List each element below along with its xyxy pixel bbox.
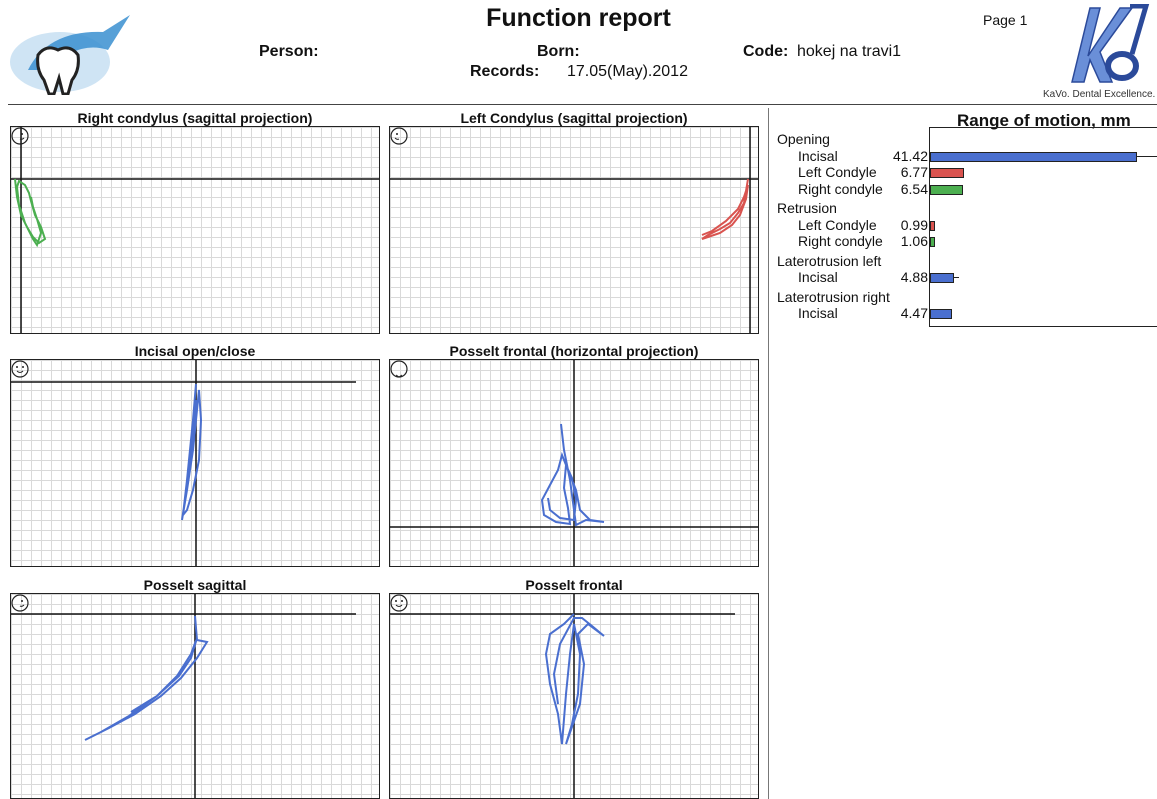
code-label: Code: xyxy=(743,43,789,60)
trace-posselt-sagittal xyxy=(84,615,209,741)
plot-posselt-frontal xyxy=(389,593,759,799)
rom-bar xyxy=(930,237,936,247)
rom-group-label: Laterotrusion left xyxy=(777,252,882,269)
rom-top-axis xyxy=(930,127,1157,128)
rom-item-label: Left Condyle xyxy=(798,216,877,233)
rom-left-axis xyxy=(929,127,930,327)
rom-item-label: Incisal xyxy=(798,305,838,321)
rom-item-value: 4.88 xyxy=(900,269,928,285)
born-label: Born: xyxy=(537,43,580,60)
frontal-face-icon xyxy=(390,594,408,612)
rom-item-label: Right condyle xyxy=(798,180,883,197)
rom-item-value: 6.77 xyxy=(900,164,928,180)
frontal-face-icon xyxy=(11,360,29,378)
column-divider xyxy=(768,108,769,799)
plot-right-condylus xyxy=(10,126,380,334)
tooth-logo xyxy=(8,10,133,96)
rom-group-label: Retrusion xyxy=(777,200,837,216)
rom-item-label: Left Condyle xyxy=(798,164,877,180)
code-value: hokej na travi1 xyxy=(797,43,902,60)
trace-right-condylus xyxy=(14,178,47,248)
rom-item-label: Incisal xyxy=(798,147,838,164)
plot-incisal-open-close xyxy=(10,359,380,567)
rom-error-bar xyxy=(1137,155,1157,157)
tooth-logo-icon xyxy=(10,15,130,96)
rom-bar xyxy=(930,184,963,195)
rom-bar xyxy=(930,273,955,283)
plot-posselt-horizontal-svg xyxy=(390,360,758,566)
kavo-logo-icon xyxy=(1071,3,1150,83)
kavo-logo xyxy=(1060,3,1150,84)
plot-posselt-frontal-svg xyxy=(390,594,735,798)
trace-incisal xyxy=(181,383,203,521)
trace-posselt-horizontal xyxy=(540,423,605,527)
rom-group-label: Opening xyxy=(777,131,830,147)
plot-posselt-horizontal xyxy=(389,359,759,567)
brand-tagline: KaVo. Dental Excellence. xyxy=(1043,89,1156,100)
person-label: Person: xyxy=(259,43,319,60)
plot-incisal-svg xyxy=(11,360,356,566)
plot-title-posselt-horizontal: Posselt frontal (horizontal projection) xyxy=(449,343,699,359)
header-divider xyxy=(8,104,1157,105)
plot-title-posselt-frontal: Posselt frontal xyxy=(525,577,623,593)
plot-right-condylus-svg xyxy=(11,127,379,333)
records-label: Records: xyxy=(470,63,540,80)
plot-title-left-condylus: Left Condylus (sagittal projection) xyxy=(460,110,688,126)
top-face-icon xyxy=(390,360,408,378)
rom-error-bar xyxy=(954,277,960,278)
rom-item-value: 41.42 xyxy=(892,147,928,164)
rom-bar xyxy=(930,151,1138,162)
report-title: Function report xyxy=(486,4,671,32)
rom-bar xyxy=(930,220,935,231)
rom-bar xyxy=(930,309,953,319)
plot-title-posselt-sagittal: Posselt sagittal xyxy=(143,577,247,593)
records-value: 17.05(May).2012 xyxy=(567,63,688,80)
rom-item-label: Right condyle xyxy=(798,233,883,249)
plot-posselt-sagittal xyxy=(10,593,380,799)
profile-face-icon xyxy=(11,594,29,612)
plot-left-condylus xyxy=(389,126,759,334)
trace-left-condylus xyxy=(701,178,749,240)
rom-bar xyxy=(930,168,964,178)
profile-face-icon xyxy=(390,127,408,145)
plot-left-condylus-svg xyxy=(390,127,758,333)
rom-bottom-axis xyxy=(930,326,1157,327)
rom-item-value: 0.99 xyxy=(900,216,928,233)
rom-item-label: Incisal xyxy=(798,269,838,285)
rom-group-label: Laterotrusion right xyxy=(777,288,890,305)
rom-item-value: 6.54 xyxy=(900,180,928,197)
rom-title: Range of motion, mm xyxy=(957,111,1131,130)
plot-posselt-sagittal-svg xyxy=(11,594,356,798)
rom-item-value: 4.47 xyxy=(900,305,928,321)
rom-item-value: 1.06 xyxy=(900,233,928,249)
trace-posselt-frontal xyxy=(544,613,605,745)
profile-face-icon xyxy=(11,127,29,145)
plot-title-right-condylus: Right condylus (sagittal projection) xyxy=(77,110,313,126)
plot-title-incisal: Incisal open/close xyxy=(134,343,256,359)
page-number: Page 1 xyxy=(983,12,1028,28)
